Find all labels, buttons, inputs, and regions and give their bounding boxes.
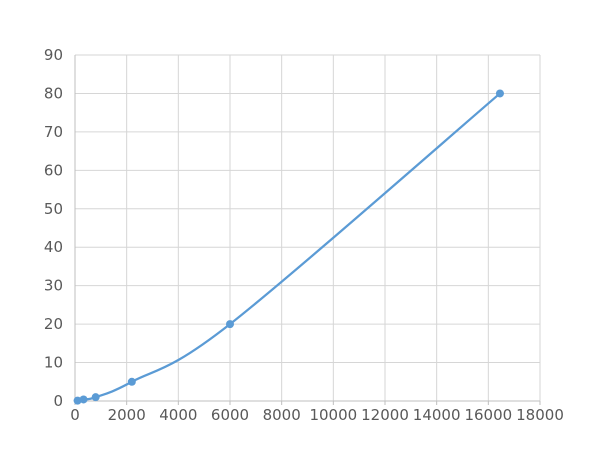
x-tick-label: 14000 bbox=[413, 406, 461, 424]
x-tick-label: 4000 bbox=[159, 406, 197, 424]
x-tick-label: 12000 bbox=[361, 406, 409, 424]
y-tick-label: 0 bbox=[53, 392, 63, 410]
x-tick-label: 0 bbox=[70, 406, 80, 424]
data-point-marker bbox=[495, 89, 504, 98]
y-tick-label: 10 bbox=[44, 354, 63, 372]
y-tick-label: 60 bbox=[44, 161, 63, 179]
x-tick-label: 6000 bbox=[211, 406, 249, 424]
data-point-marker bbox=[226, 320, 234, 329]
data-point-marker bbox=[73, 396, 82, 405]
y-tick-label: 50 bbox=[44, 200, 63, 218]
x-tick-label: 8000 bbox=[263, 406, 301, 424]
data-point-marker bbox=[79, 395, 88, 404]
y-tick-label: 90 bbox=[44, 46, 63, 64]
y-tick-label: 20 bbox=[44, 315, 63, 333]
y-tick-label: 70 bbox=[44, 123, 63, 141]
y-tick-label: 80 bbox=[44, 84, 63, 102]
x-tick-label: 18000 bbox=[516, 406, 564, 424]
y-tick-label: 40 bbox=[44, 238, 63, 256]
data-point-marker bbox=[91, 393, 100, 402]
x-tick-label: 16000 bbox=[464, 406, 512, 424]
x-tick-label: 2000 bbox=[108, 406, 146, 424]
x-tick-label: 10000 bbox=[309, 406, 357, 424]
data-point-marker bbox=[127, 377, 136, 386]
y-tick-label: 30 bbox=[44, 277, 63, 295]
